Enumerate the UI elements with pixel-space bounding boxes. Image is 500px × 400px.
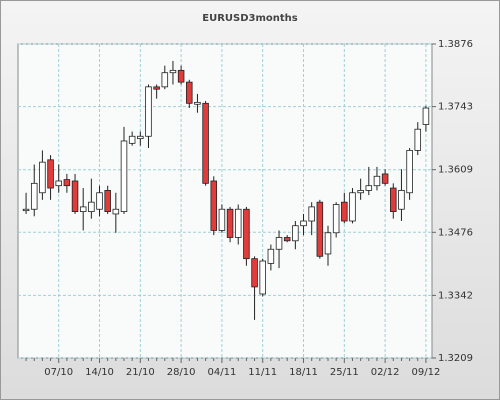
candle-body (137, 135, 144, 140)
candle-body (292, 225, 299, 242)
candle-body (47, 159, 54, 189)
candle-body (349, 192, 356, 222)
candle-body (88, 201, 95, 212)
chart-title: EURUSD3months (202, 13, 298, 24)
candle-body (275, 237, 283, 250)
x-tick-label: 02/12 (371, 367, 400, 378)
candle-body (71, 180, 79, 212)
x-tick-label: 21/10 (126, 367, 155, 378)
candle-body (120, 140, 128, 212)
candle-body (22, 208, 30, 212)
candle-body (218, 208, 226, 231)
candle-body (308, 206, 315, 222)
candle-body (341, 201, 348, 222)
candle-body (316, 201, 324, 257)
candle-body (79, 206, 87, 212)
y-tick-label: 1.3743 (438, 102, 473, 113)
candle-body (153, 86, 160, 90)
candle-body (324, 232, 332, 255)
candle-body (210, 180, 218, 231)
x-tick-label: 07/10 (44, 367, 73, 378)
candle-body (259, 260, 266, 295)
candle-body (422, 107, 430, 125)
x-tick-label: 14/10 (85, 367, 114, 378)
candle-body (390, 187, 397, 212)
candle-body (373, 175, 381, 187)
y-tick-label: 1.3209 (438, 353, 473, 364)
candle-body (169, 69, 177, 74)
candle-body (365, 185, 373, 191)
x-tick-label: 18/11 (289, 367, 318, 378)
candle-body (145, 86, 152, 137)
candle-body (63, 179, 71, 187)
candle-body (30, 182, 38, 210)
y-tick-label: 1.3876 (438, 39, 473, 50)
candle-body (357, 190, 364, 194)
y-tick-label: 1.3342 (438, 290, 473, 301)
candle-body (398, 190, 405, 210)
candle-body (243, 208, 250, 260)
candle-body (283, 237, 291, 242)
candle-body (267, 248, 275, 264)
candle-body (226, 208, 234, 238)
candle-body (406, 149, 413, 194)
candle-body (55, 180, 62, 187)
candle-body (202, 102, 209, 184)
x-tick-label: 28/10 (167, 367, 196, 378)
x-tick-label: 04/11 (208, 367, 237, 378)
candle-body (414, 128, 422, 151)
x-tick-label: 09/12 (412, 367, 441, 378)
y-tick-label: 1.3476 (438, 227, 473, 238)
candle-body (234, 208, 242, 238)
candle-body (300, 220, 307, 227)
candle-body (332, 204, 340, 234)
candle-body (186, 81, 193, 104)
plot-area (17, 43, 433, 359)
candle-body (161, 72, 169, 88)
candle-body (39, 161, 46, 194)
candle-body (96, 192, 103, 210)
candle-body (177, 69, 185, 83)
candle-body (112, 208, 120, 215)
candle-body (128, 135, 136, 144)
x-tick-label: 25/11 (330, 367, 359, 378)
candle-body (104, 190, 111, 212)
candle-body (194, 101, 201, 105)
candle-body (381, 173, 389, 184)
x-tick-label: 11/11 (248, 367, 277, 378)
candle-body (251, 258, 258, 288)
y-tick-label: 1.3609 (438, 165, 473, 176)
